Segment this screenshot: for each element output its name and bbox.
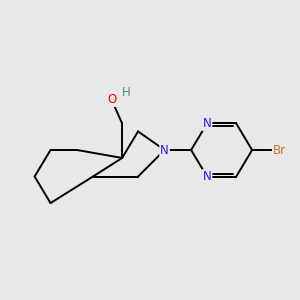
Text: H: H — [122, 86, 130, 100]
Text: Br: Br — [273, 143, 286, 157]
Text: O: O — [107, 93, 116, 106]
Text: N: N — [160, 143, 169, 157]
Text: N: N — [203, 117, 212, 130]
Text: N: N — [203, 170, 212, 183]
